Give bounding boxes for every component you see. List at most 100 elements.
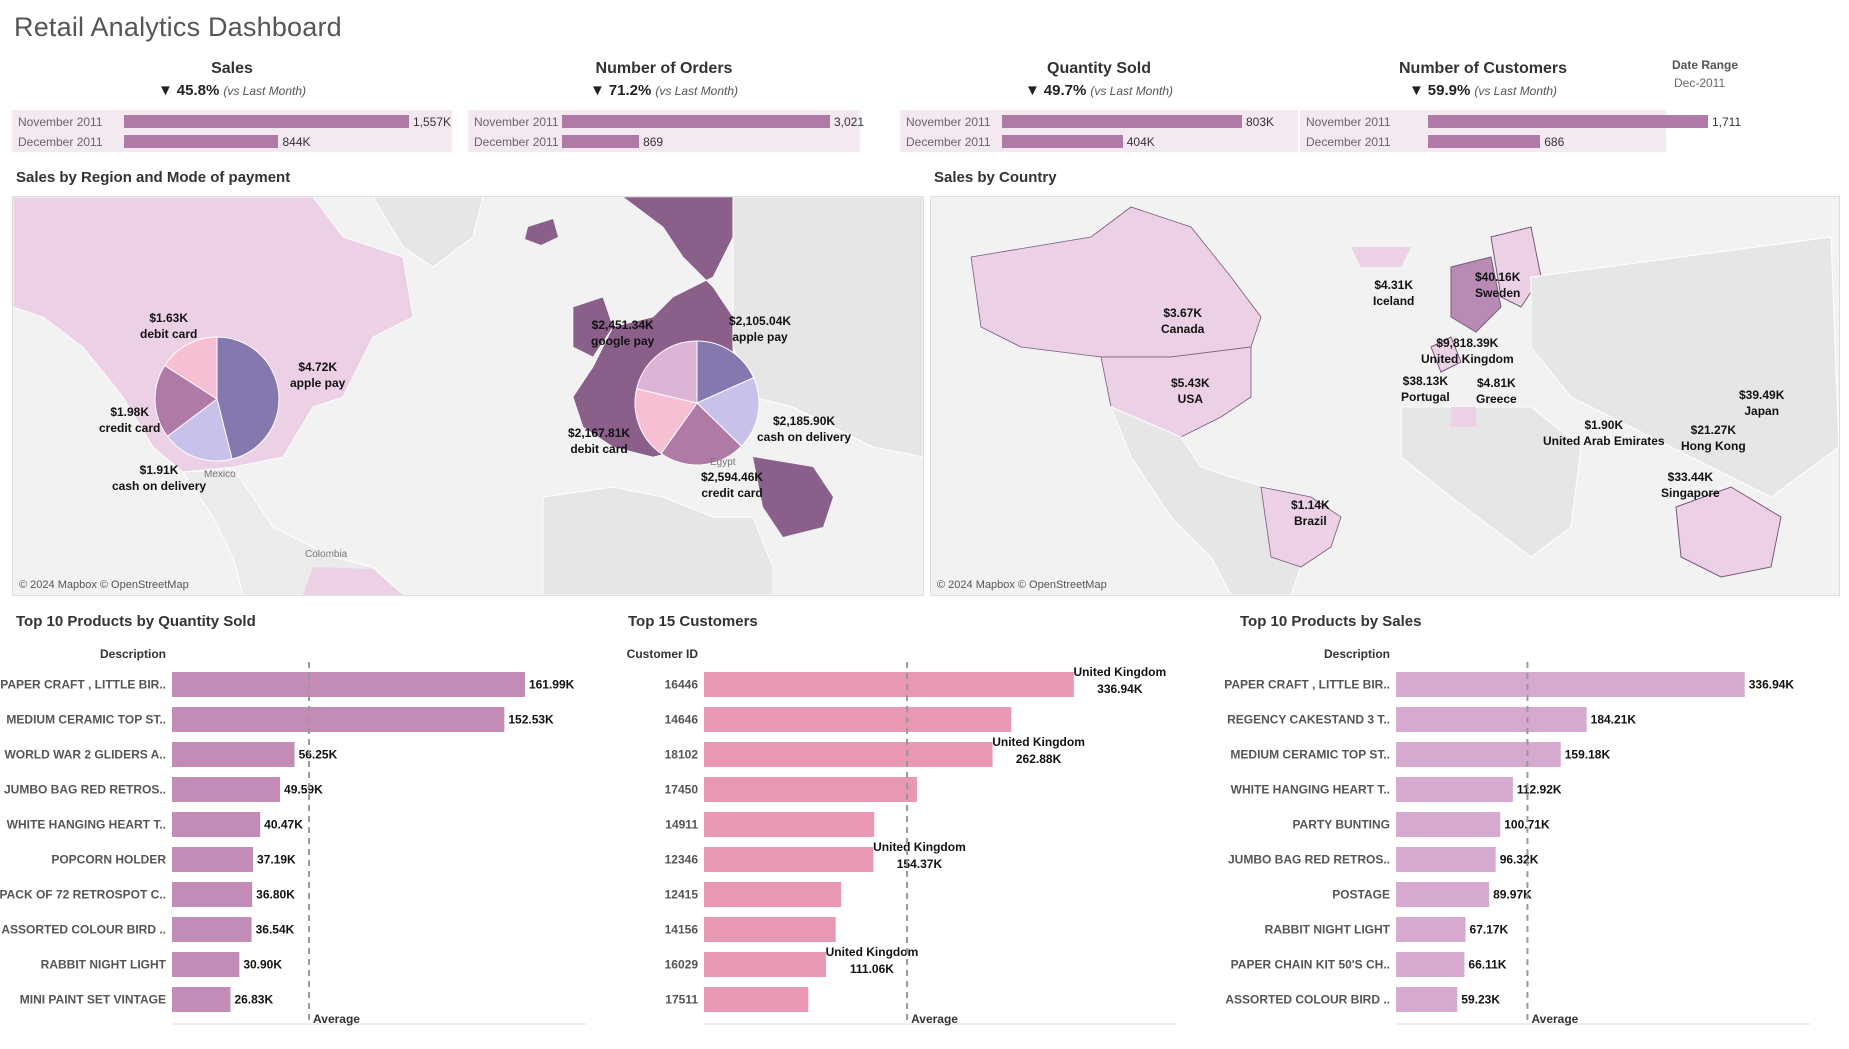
x-tick-label: 140K	[463, 1038, 492, 1040]
bar[interactable]	[704, 987, 809, 1012]
date-range-filter[interactable]: Dec-2011	[1674, 76, 1726, 90]
bar[interactable]	[1396, 812, 1501, 837]
category-label: PAPER CRAFT , LITTLE BIR..	[1224, 678, 1390, 692]
kpi-bar	[562, 135, 640, 148]
kpi-vs-label: (vs Last Month)	[223, 84, 307, 98]
x-tick-label: 50K	[1437, 1038, 1459, 1040]
kpi-row-label: November 2011	[474, 115, 559, 129]
bar[interactable]	[1396, 707, 1587, 732]
kpi-delta: ▼ 49.7% (vs Last Month)	[900, 82, 1298, 99]
category-label: PAPER CRAFT , LITTLE BIR..	[0, 678, 166, 692]
kpi-comparison: November 2011 1,557K December 2011 844K	[12, 110, 452, 152]
bar[interactable]	[704, 812, 875, 837]
bar[interactable]	[704, 952, 826, 977]
country-map[interactable]: $3.67K Canada $5.43K USA $1.14K Brazil $4.31K I…	[930, 196, 1840, 596]
country-label-united-kingdom[interactable]: $9,818.39K United Kingdom	[1421, 335, 1514, 367]
x-tick-label: 80K	[335, 1038, 357, 1040]
bar[interactable]	[1396, 882, 1490, 907]
bar[interactable]	[704, 847, 874, 872]
bar[interactable]	[1396, 742, 1561, 767]
kpi-row: November 2011 1,557K	[12, 114, 452, 130]
region-map[interactable]: Mexico Mexico Colombia Egypt $1.63Kdebit…	[12, 196, 924, 596]
pie-slice-cash-on-delivery[interactable]	[166, 398, 233, 462]
country-label-usa[interactable]: $5.43K USA	[1171, 375, 1210, 407]
country-name: Portugal	[1401, 390, 1450, 404]
bar[interactable]	[172, 672, 525, 697]
kpi-row-label: December 2011	[474, 135, 559, 149]
bar[interactable]	[1396, 847, 1496, 872]
country-label-japan[interactable]: $39.49K Japan	[1739, 387, 1784, 419]
kpi-bar-value: 3,021	[834, 115, 865, 129]
country-name: Canada	[1161, 322, 1205, 336]
x-tick-label: 0K	[164, 1038, 180, 1040]
pie-slice-debit-card[interactable]	[634, 388, 698, 455]
bar[interactable]	[172, 882, 253, 907]
pie-europe[interactable]	[633, 339, 761, 472]
date-range-label: Date Range	[1672, 58, 1739, 72]
country-map-title: Sales by Country	[934, 169, 1057, 186]
kpi-row-label: November 2011	[18, 115, 103, 129]
bar[interactable]	[704, 742, 993, 767]
pie-slice-credit-card[interactable]	[154, 364, 218, 437]
pie-svg	[634, 340, 760, 466]
bar[interactable]	[1396, 777, 1513, 802]
chart-qty-sold[interactable]: Description PAPER CRAFT , LITTLE BIR.. 161…	[0, 640, 612, 1040]
bar[interactable]	[172, 812, 261, 837]
kpi-name: Number of Customers	[1398, 60, 1568, 77]
pie-slice-cash-on-delivery[interactable]	[696, 376, 760, 447]
bar[interactable]	[1396, 952, 1465, 977]
kpi-row: November 2011 1,711	[1300, 114, 1741, 130]
category-label: WHITE HANGING HEART T..	[7, 818, 166, 832]
country-label-greece[interactable]: $4.81K Greece	[1476, 375, 1517, 407]
bar[interactable]	[172, 952, 240, 977]
europe-cash-label: $2,185.90K cash on delivery	[757, 414, 852, 444]
kpi-delta: ▼ 71.2% (vs Last Month)	[468, 82, 860, 99]
bar[interactable]	[172, 847, 254, 872]
country-label-united-arab-emirates[interactable]: $1.90K United Arab Emirates	[1543, 417, 1665, 449]
kpi-bar-value: 686	[1544, 135, 1565, 149]
category-label: 18102	[665, 748, 699, 762]
kpi-bar-value: 1,711	[1712, 115, 1742, 129]
region-map-copyright: © 2024 Mapbox © OpenStreetMap	[19, 579, 189, 591]
chart-products-sales[interactable]: Description PAPER CRAFT , LITTLE BIR.. 336…	[1224, 640, 1848, 1040]
kpi-delta-value: 45.8%	[176, 82, 220, 99]
bar[interactable]	[704, 917, 836, 942]
country-label-sweden[interactable]: $40.16K Sweden	[1475, 269, 1520, 301]
country-label-iceland[interactable]: $4.31K Iceland	[1373, 277, 1414, 309]
country-label-portugal[interactable]: $38.13K Portugal	[1401, 373, 1450, 405]
bar[interactable]	[1396, 917, 1466, 942]
kpi-bar-value: 404K	[1126, 135, 1155, 149]
pie-slice-google-pay[interactable]	[636, 340, 698, 404]
bar[interactable]	[1396, 987, 1458, 1012]
country-value: $4.31K	[1374, 278, 1414, 292]
country-label-singapore[interactable]: $33.44K Singapore	[1661, 469, 1720, 501]
place-mexico-label: Mexico	[204, 469, 236, 480]
bar[interactable]	[704, 672, 1074, 697]
bar[interactable]	[172, 917, 252, 942]
down-arrow-icon: ▼	[589, 82, 605, 99]
pie-slice-debit-card[interactable]	[164, 336, 218, 400]
bar-value-label: 59.23K	[1461, 993, 1500, 1007]
country-label-canada[interactable]: $3.67K Canada	[1161, 305, 1204, 337]
bar[interactable]	[172, 707, 505, 732]
bar[interactable]	[1396, 672, 1745, 697]
pie-americas[interactable]	[153, 335, 281, 468]
bar[interactable]	[172, 742, 295, 767]
bar-value-label: United Kingdom 154.37K	[873, 840, 966, 871]
bar[interactable]	[704, 707, 1012, 732]
bar[interactable]	[172, 987, 231, 1012]
category-label: PACK OF 72 RETROSPOT C..	[0, 888, 166, 902]
category-header: Description	[100, 647, 166, 661]
pie-slice-apple-pay[interactable]	[216, 336, 280, 460]
bar[interactable]	[172, 777, 281, 802]
bar-value-label: 152.53K	[508, 713, 554, 727]
pie-slice-apple-pay[interactable]	[696, 340, 755, 404]
x-tick-label: 300K	[1692, 1038, 1721, 1040]
bar[interactable]	[704, 882, 842, 907]
x-tick-label: 0K	[696, 1038, 712, 1040]
country-label-hong-kong[interactable]: $21.27K Hong Kong	[1681, 422, 1746, 454]
chart-top-customers[interactable]: Customer ID 16446 United Kingdom 336.94K 146…	[612, 640, 1224, 1040]
bar[interactable]	[704, 777, 917, 802]
pie-slice-credit-card[interactable]	[660, 402, 743, 466]
country-label-brazil[interactable]: $1.14K Brazil	[1291, 497, 1330, 529]
